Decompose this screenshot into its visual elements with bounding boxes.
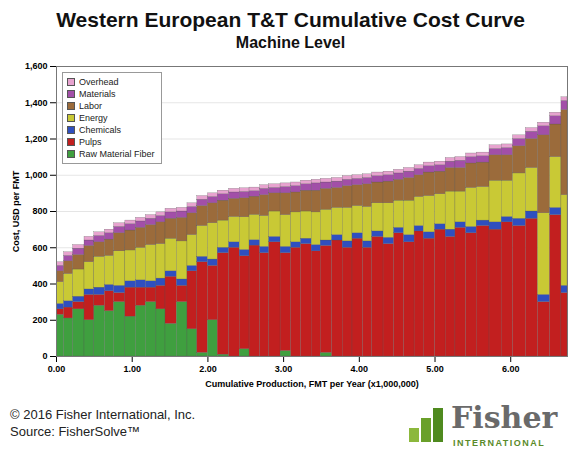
html-text:Materials: Materials — [79, 89, 116, 99]
svg-text:1,400: 1,400 — [25, 98, 48, 108]
html-text:Source: FisherSolve™: Source: FisherSolve™ — [10, 424, 141, 439]
svg-text:800: 800 — [32, 206, 47, 216]
html-text:Labor: Labor — [79, 101, 102, 111]
svg-text:5.00: 5.00 — [426, 364, 444, 374]
svg-text:200: 200 — [32, 315, 47, 325]
html-text:Fisher: Fisher — [451, 400, 558, 435]
html-text:Western European T&T Cumulativ: Western European T&T Cumulative Cost Cur… — [56, 8, 525, 31]
svg-text:600: 600 — [32, 243, 47, 253]
html-text:Energy: Energy — [79, 113, 108, 123]
html-text:Machine Level: Machine Level — [235, 34, 346, 51]
svg-text:1.00: 1.00 — [123, 364, 141, 374]
html-text:Pulps: Pulps — [79, 137, 102, 147]
svg-text:Cumulative Production, FMT per: Cumulative Production, FMT per Year (x1,… — [205, 379, 418, 389]
html-text:INTERNATIONAL: INTERNATIONAL — [453, 438, 546, 448]
svg-text:0: 0 — [42, 351, 47, 361]
html-text:Chemicals: Chemicals — [79, 125, 121, 135]
html-text:© 2016 Fisher International, I: © 2016 Fisher International, Inc. — [10, 407, 196, 422]
svg-text:6.00: 6.00 — [502, 364, 520, 374]
html-text:Raw Material Fiber: Raw Material Fiber — [79, 149, 155, 159]
svg-text:400: 400 — [32, 279, 47, 289]
svg-text:1,200: 1,200 — [25, 134, 48, 144]
html-text:Overhead: Overhead — [79, 77, 119, 87]
svg-text:3.00: 3.00 — [275, 364, 293, 374]
svg-text:1,600: 1,600 — [25, 61, 48, 71]
svg-text:4.00: 4.00 — [351, 364, 369, 374]
svg-text:2.00: 2.00 — [199, 364, 217, 374]
svg-text:Cost, USD per FMT: Cost, USD per FMT — [11, 170, 21, 252]
svg-text:1,000: 1,000 — [25, 170, 48, 180]
svg-text:0.00: 0.00 — [48, 364, 66, 374]
